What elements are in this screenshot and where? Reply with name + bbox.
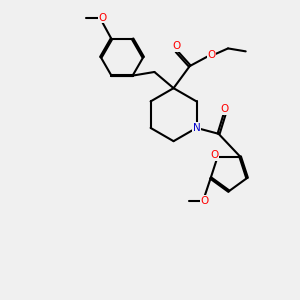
Text: O: O xyxy=(220,104,229,114)
Text: O: O xyxy=(98,13,107,23)
Text: O: O xyxy=(208,50,216,60)
Text: O: O xyxy=(172,41,181,51)
Text: O: O xyxy=(211,150,219,160)
Text: N: N xyxy=(193,123,200,133)
Text: O: O xyxy=(201,196,209,206)
